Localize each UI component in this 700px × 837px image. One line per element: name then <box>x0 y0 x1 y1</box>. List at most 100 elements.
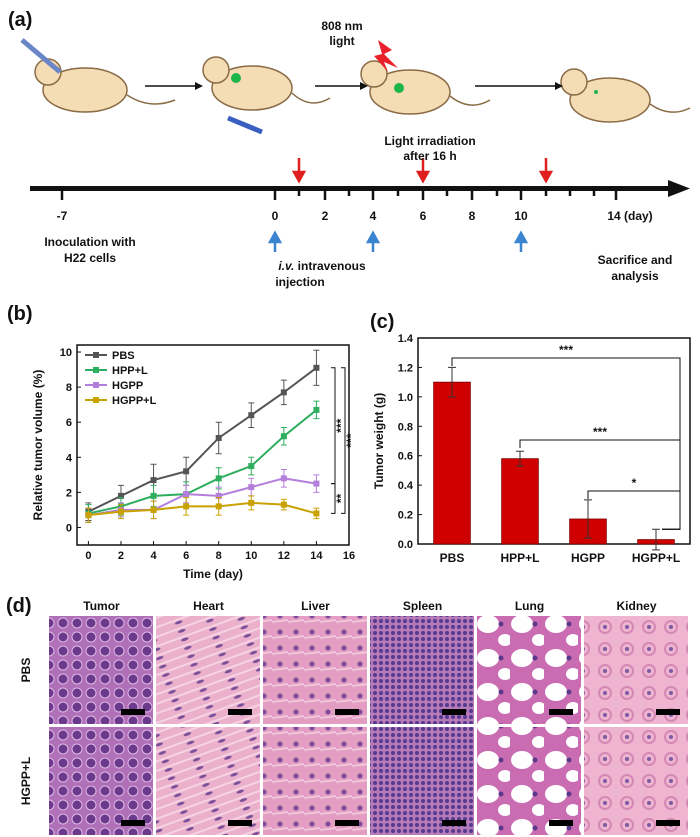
note-word: intravenous <box>298 259 366 273</box>
note: analysis <box>611 269 659 283</box>
panel-label: (b) <box>7 303 33 325</box>
scale-bar <box>549 709 573 715</box>
histology-image <box>156 727 260 835</box>
panel-label: (a) <box>8 9 32 31</box>
timeline-label: 14 (day) <box>607 209 652 223</box>
timeline-label: 8 <box>469 209 476 223</box>
timeline-label: -7 <box>57 209 68 223</box>
significance-label: *** <box>559 343 573 357</box>
histology-image <box>477 727 581 835</box>
scale-bar <box>228 709 252 715</box>
histology-image <box>477 616 581 724</box>
legend-label: HGPP+L <box>112 395 157 407</box>
timeline-label: 2 <box>322 209 329 223</box>
scale-bar <box>228 820 252 826</box>
marker <box>248 412 255 419</box>
marker <box>183 503 190 510</box>
y-tick-label: 1.0 <box>398 392 413 404</box>
plot-frame <box>76 344 350 546</box>
error-bar <box>652 528 660 551</box>
marker <box>248 499 255 506</box>
x-tick-label: HGPP <box>571 551 605 565</box>
row-label: HGPP+L <box>19 757 33 805</box>
x-tick-label: 8 <box>216 550 222 562</box>
error-bar <box>584 499 592 539</box>
note: Sacrifice and <box>598 253 673 267</box>
histology-image <box>263 727 367 835</box>
marker <box>313 480 320 487</box>
series-line <box>88 477 317 517</box>
irradiation-text: after 16 h <box>403 149 456 163</box>
scale-bar <box>442 820 466 826</box>
scale-bar <box>442 709 466 715</box>
marker <box>280 501 287 508</box>
significance-bracket <box>341 367 346 514</box>
marker <box>313 510 320 517</box>
y-tick-label: 0.4 <box>398 480 414 492</box>
note: H22 cells <box>64 251 116 265</box>
y-tick-label: 0 <box>66 522 72 534</box>
note: i.v. intravenous <box>278 259 366 273</box>
scale-bar <box>335 820 359 826</box>
light-text: 808 nm <box>321 19 362 33</box>
legend-label: HPP+L <box>112 365 148 377</box>
decor <box>20 38 690 252</box>
y-axis-label: Relative tumor volume (%) <box>31 370 45 521</box>
panel-label: (d) <box>6 595 32 617</box>
irradiation-text: Light irradiation <box>384 134 475 148</box>
marker <box>117 508 124 515</box>
y-tick-label: 10 <box>60 347 72 359</box>
marker <box>280 433 287 440</box>
x-tick-label: PBS <box>440 551 465 565</box>
histology-image <box>49 616 153 724</box>
timeline-labels: -7 0 2 4 6 8 10 14 (day) <box>57 209 653 223</box>
scale-bar <box>656 709 680 715</box>
marker <box>313 406 320 413</box>
error-bar <box>516 450 524 467</box>
significance-label: *** <box>593 425 607 439</box>
marker <box>183 468 190 475</box>
note-abbr: i.v. <box>278 259 294 273</box>
x-tick-label: 0 <box>85 550 91 562</box>
plot-frame <box>417 337 691 545</box>
y-tick-label: 6 <box>66 417 72 429</box>
x-tick-label: 16 <box>343 550 355 562</box>
column-label: Liver <box>301 599 330 613</box>
marker <box>150 477 157 484</box>
timeline-label: 0 <box>272 209 279 223</box>
bar <box>501 458 539 545</box>
column-label: Lung <box>515 599 544 613</box>
column-label: Kidney <box>616 599 656 613</box>
legend-marker <box>93 382 99 388</box>
y-tick-label: 1.2 <box>398 362 413 374</box>
scale-bar <box>549 820 573 826</box>
mice <box>34 56 691 123</box>
marker <box>280 475 287 482</box>
significance-bracket <box>587 490 681 530</box>
x-tick-label: 2 <box>118 550 124 562</box>
panel-label: (c) <box>370 311 394 333</box>
x-tick-label: 10 <box>245 550 257 562</box>
light-text: light <box>329 34 354 48</box>
marker <box>215 503 222 510</box>
timeline-label: 6 <box>420 209 427 223</box>
histology-image <box>263 616 367 724</box>
y-tick-label: 0.8 <box>398 421 413 433</box>
y-tick-label: 0.0 <box>398 539 413 551</box>
scale-bar <box>121 709 145 715</box>
histology-image <box>370 616 474 724</box>
column-label: Spleen <box>403 599 442 613</box>
significance-label: * <box>632 476 637 490</box>
column-label: Heart <box>193 599 224 613</box>
marker <box>150 506 157 513</box>
marker <box>313 364 320 371</box>
scale-bar <box>335 709 359 715</box>
histology-image <box>49 727 153 835</box>
marker <box>117 492 124 499</box>
histology-image <box>584 616 688 724</box>
scale-bar <box>656 820 680 826</box>
y-tick-label: 1.4 <box>398 333 414 345</box>
significance-bracket <box>451 357 681 530</box>
note: Inoculation with <box>44 235 135 249</box>
